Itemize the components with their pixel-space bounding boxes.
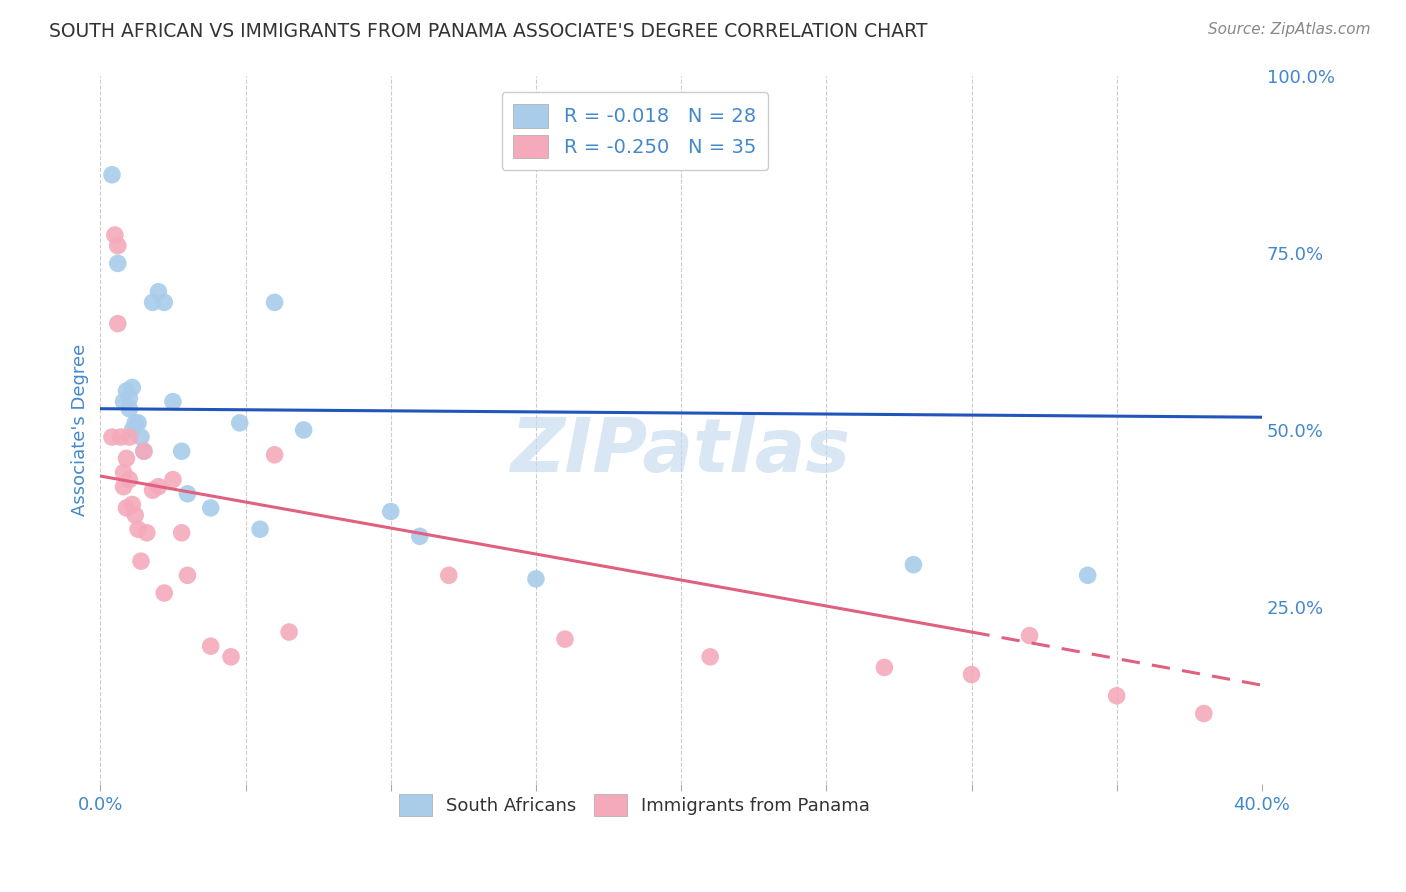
Point	[104, 227, 127, 242]
Point	[554, 632, 576, 646]
Point	[118, 473, 141, 487]
Point	[118, 430, 141, 444]
Point	[409, 529, 432, 543]
Point	[263, 295, 285, 310]
Point	[162, 473, 184, 487]
Point	[903, 558, 925, 572]
Point	[278, 625, 301, 640]
Point	[170, 444, 193, 458]
Point	[148, 480, 170, 494]
Point	[153, 295, 176, 310]
Point	[121, 497, 143, 511]
Point	[107, 317, 129, 331]
Point	[127, 416, 149, 430]
Point	[176, 487, 198, 501]
Point	[127, 522, 149, 536]
Point	[1077, 568, 1099, 582]
Text: SOUTH AFRICAN VS IMMIGRANTS FROM PANAMA ASSOCIATE'S DEGREE CORRELATION CHART: SOUTH AFRICAN VS IMMIGRANTS FROM PANAMA …	[49, 22, 928, 41]
Point	[121, 423, 143, 437]
Point	[118, 391, 141, 405]
Point	[132, 444, 155, 458]
Point	[200, 639, 222, 653]
Point	[170, 525, 193, 540]
Point	[101, 168, 124, 182]
Point	[118, 401, 141, 416]
Point	[219, 649, 242, 664]
Point	[132, 444, 155, 458]
Point	[148, 285, 170, 299]
Point	[249, 522, 271, 536]
Text: ZIPatlas: ZIPatlas	[512, 415, 851, 488]
Point	[524, 572, 547, 586]
Point	[129, 554, 152, 568]
Y-axis label: Associate's Degree: Associate's Degree	[72, 343, 89, 516]
Point	[1105, 689, 1128, 703]
Point	[112, 480, 135, 494]
Point	[162, 394, 184, 409]
Point	[153, 586, 176, 600]
Point	[121, 380, 143, 394]
Point	[115, 500, 138, 515]
Point	[142, 483, 165, 498]
Legend: South Africans, Immigrants from Panama: South Africans, Immigrants from Panama	[389, 785, 879, 825]
Point	[129, 430, 152, 444]
Point	[229, 416, 252, 430]
Point	[1018, 629, 1040, 643]
Text: Source: ZipAtlas.com: Source: ZipAtlas.com	[1208, 22, 1371, 37]
Point	[873, 660, 896, 674]
Point	[176, 568, 198, 582]
Point	[292, 423, 315, 437]
Point	[135, 525, 157, 540]
Point	[960, 667, 983, 681]
Point	[124, 508, 146, 522]
Point	[263, 448, 285, 462]
Point	[115, 384, 138, 398]
Point	[107, 256, 129, 270]
Point	[1192, 706, 1215, 721]
Point	[112, 466, 135, 480]
Point	[699, 649, 721, 664]
Point	[115, 451, 138, 466]
Point	[124, 416, 146, 430]
Point	[437, 568, 460, 582]
Point	[101, 430, 124, 444]
Point	[380, 504, 402, 518]
Point	[107, 238, 129, 252]
Point	[142, 295, 165, 310]
Point	[112, 394, 135, 409]
Point	[200, 500, 222, 515]
Point	[110, 430, 132, 444]
